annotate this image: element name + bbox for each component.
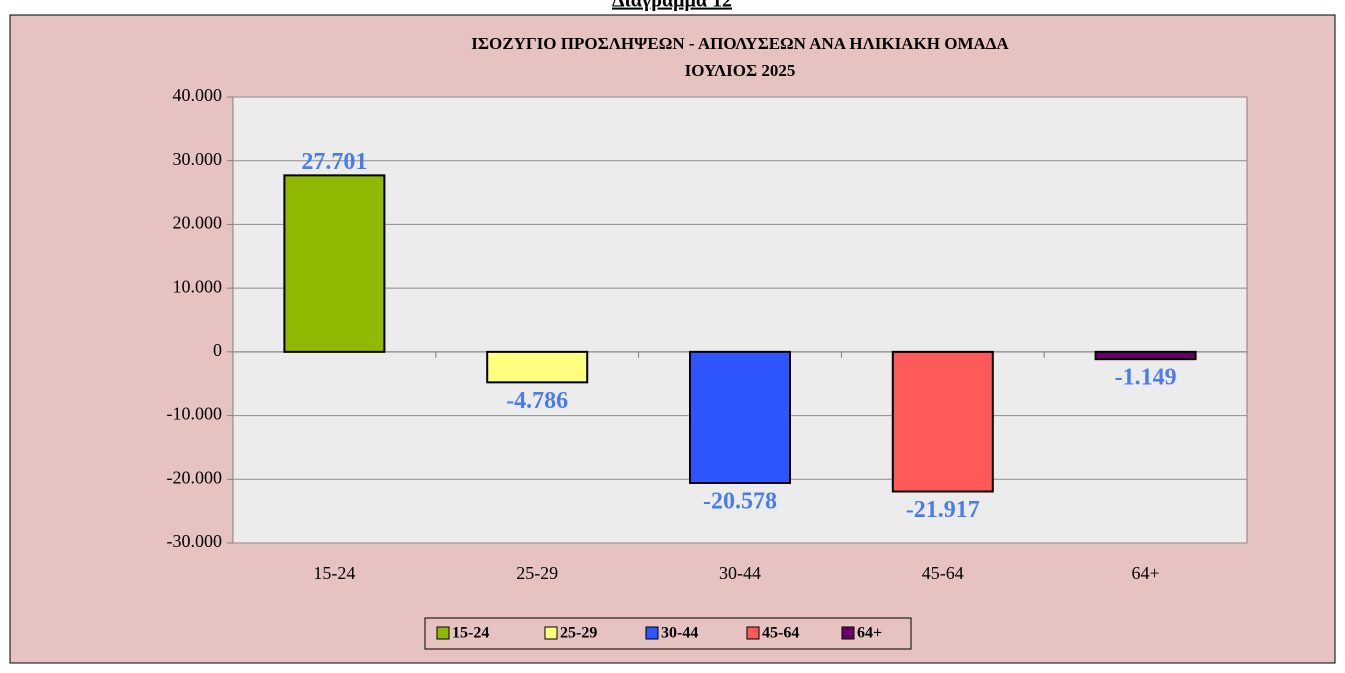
y-tick-label: 30.000: [173, 149, 223, 169]
legend-label: 45-64: [762, 625, 799, 642]
chart-title: ΙΣΟΖΥΓΙΟ ΠΡΟΣΛΗΨΕΩΝ - ΑΠΟΛΥΣΕΩΝ ΑΝΑ ΗΛΙΚ…: [471, 34, 1009, 53]
bar: [891, 350, 994, 493]
y-tick-label: -20.000: [167, 467, 223, 487]
chart-subtitle: ΙΟΥΛΙΟΣ 2025: [685, 61, 796, 80]
y-tick-label: -10.000: [167, 404, 223, 424]
data-label: 27.701: [301, 149, 367, 175]
header: Διάγραμμα 12: [612, 0, 732, 12]
bar: [1094, 350, 1197, 361]
bar: [689, 350, 791, 484]
y-tick-label: 40.000: [173, 85, 223, 105]
legend-label: 30-44: [661, 625, 698, 642]
y-tick-label: 10.000: [173, 276, 223, 296]
y-tick-label: 20.000: [173, 213, 223, 233]
legend-box: [424, 617, 912, 650]
bar: [486, 350, 589, 384]
data-label: -1.149: [1115, 365, 1177, 391]
x-tick-label: 30-44: [719, 563, 761, 583]
y-tick-label: 0: [213, 340, 222, 360]
y-tick-label: -30.000: [167, 531, 223, 551]
legend-label: 64+: [857, 625, 882, 642]
x-tick-label: 15-24: [313, 563, 355, 583]
legend-swatch: [746, 626, 760, 640]
data-label: -21.917: [906, 497, 980, 523]
data-label: -20.578: [703, 488, 777, 514]
legend-swatch: [544, 626, 558, 640]
x-tick-label: 45-64: [922, 563, 964, 583]
bar: [283, 174, 386, 353]
x-tick-label: 64+: [1132, 563, 1160, 583]
legend-swatch: [841, 626, 855, 640]
legend-swatch: [645, 626, 659, 640]
data-label: -4.786: [506, 388, 568, 414]
legend-swatch: [436, 626, 450, 640]
x-tick-label: 25-29: [516, 563, 558, 583]
legend-label: 15-24: [452, 625, 489, 642]
legend-label: 25-29: [560, 625, 597, 642]
